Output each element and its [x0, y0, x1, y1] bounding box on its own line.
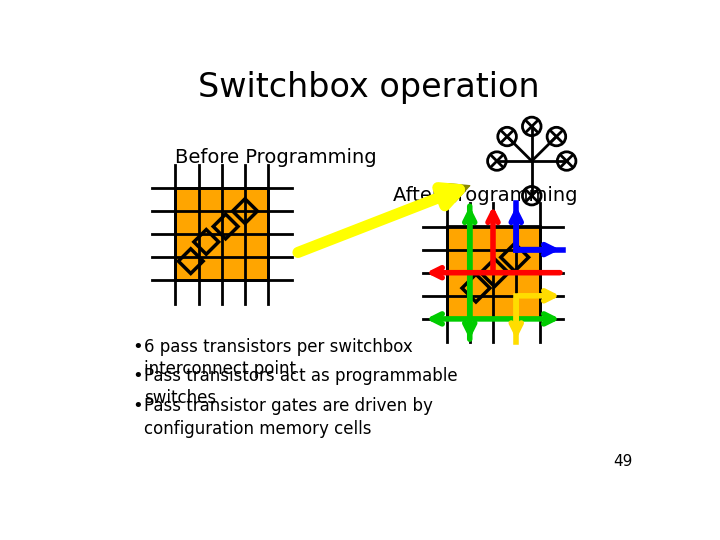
Text: •: • [132, 397, 143, 415]
Text: Switchbox operation: Switchbox operation [198, 71, 540, 104]
Text: •: • [132, 338, 143, 356]
Text: Pass transistor gates are driven by
configuration memory cells: Pass transistor gates are driven by conf… [144, 397, 433, 437]
Text: 49: 49 [613, 454, 632, 469]
Text: 6 pass transistors per switchbox
interconnect point: 6 pass transistors per switchbox interco… [144, 338, 413, 379]
Text: Before Programming: Before Programming [175, 148, 377, 167]
Text: After Programming: After Programming [393, 186, 577, 205]
Text: •: • [132, 367, 143, 384]
Text: Pass transistors act as programmable
switches: Pass transistors act as programmable swi… [144, 367, 458, 407]
Bar [175, 188, 269, 280]
Bar [446, 226, 539, 319]
